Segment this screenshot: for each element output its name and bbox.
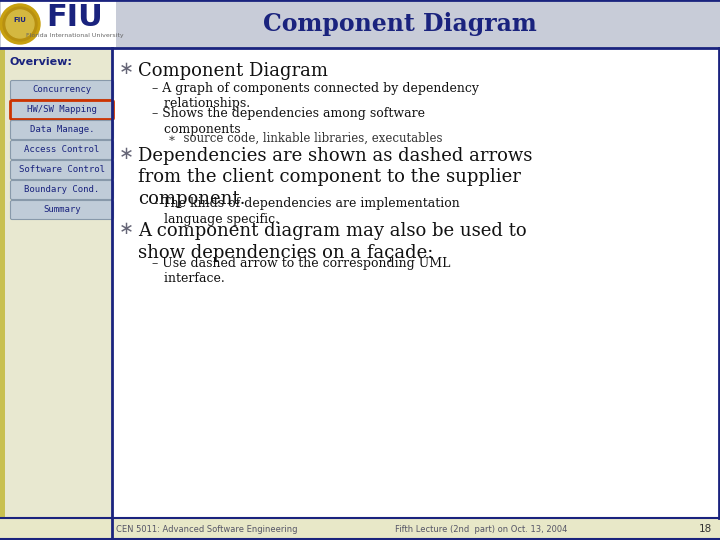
Text: – A graph of components connected by dependency
   relationships.: – A graph of components connected by dep… [152,82,479,111]
Text: – The kinds of dependencies are implementation
   language specific.: – The kinds of dependencies are implemen… [152,197,460,226]
Text: Summary: Summary [43,206,81,214]
FancyBboxPatch shape [112,48,720,518]
FancyBboxPatch shape [0,48,5,540]
FancyBboxPatch shape [11,160,114,179]
FancyBboxPatch shape [11,80,114,99]
Text: ∗: ∗ [118,220,134,238]
Text: A component diagram may also be used to
show dependencies on a façade:: A component diagram may also be used to … [138,222,526,261]
Text: FIU: FIU [14,17,27,30]
FancyBboxPatch shape [11,140,114,159]
FancyBboxPatch shape [11,200,114,219]
Text: Access Control: Access Control [24,145,99,154]
FancyBboxPatch shape [0,518,720,540]
Circle shape [0,4,40,44]
Text: Software Control: Software Control [19,165,105,174]
Text: – Shows the dependencies among software
   components: – Shows the dependencies among software … [152,107,425,136]
Text: ∗  source code, linkable libraries, executables: ∗ source code, linkable libraries, execu… [168,132,443,145]
FancyBboxPatch shape [11,120,114,139]
Text: Florida International University: Florida International University [26,32,124,37]
Text: Fifth Lecture (2nd  part) on Oct. 13, 2004: Fifth Lecture (2nd part) on Oct. 13, 200… [395,524,567,534]
FancyBboxPatch shape [1,1,116,47]
Text: ∗: ∗ [118,145,134,163]
FancyBboxPatch shape [11,100,114,119]
FancyBboxPatch shape [0,0,720,48]
Text: Dependencies are shown as dashed arrows
from the client component to the supplie: Dependencies are shown as dashed arrows … [138,147,532,208]
Text: Boundary Cond.: Boundary Cond. [24,186,99,194]
Circle shape [3,7,37,41]
Text: Component Diagram: Component Diagram [138,62,328,80]
Text: Concurrency: Concurrency [32,85,91,94]
Text: CEN 5011: Advanced Software Engineering: CEN 5011: Advanced Software Engineering [116,524,297,534]
Text: Component Diagram: Component Diagram [263,12,537,36]
Text: FIU: FIU [47,3,104,32]
Text: Data Manage.: Data Manage. [30,125,94,134]
FancyBboxPatch shape [11,180,114,199]
Text: ∗: ∗ [118,60,134,78]
FancyBboxPatch shape [0,48,112,540]
Text: 18: 18 [698,524,712,534]
Text: Overview:: Overview: [9,57,72,67]
Circle shape [6,10,34,38]
Text: – Use dashed arrow to the corresponding UML
   interface.: – Use dashed arrow to the corresponding … [152,257,451,286]
Text: HW/SW Mapping: HW/SW Mapping [27,105,97,114]
